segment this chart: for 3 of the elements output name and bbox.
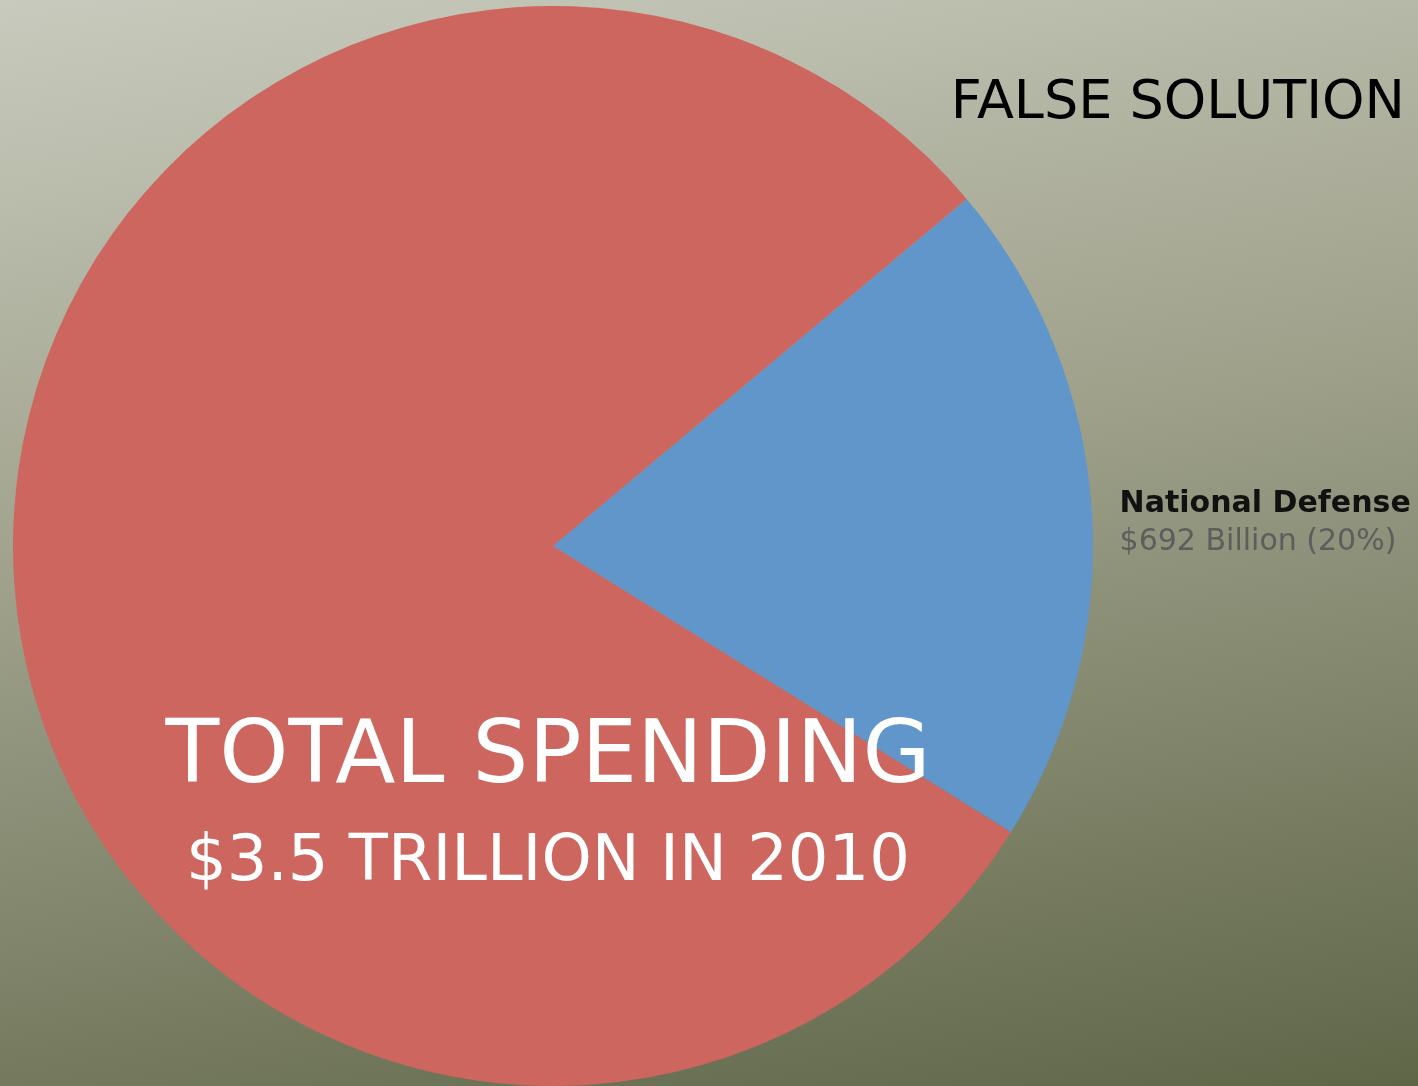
text: $3.5 TRILLION IN 2010 <box>185 821 911 895</box>
slice-label: National Defense <box>1119 484 1411 520</box>
text: FALSE SOLUTION <box>950 68 1405 131</box>
